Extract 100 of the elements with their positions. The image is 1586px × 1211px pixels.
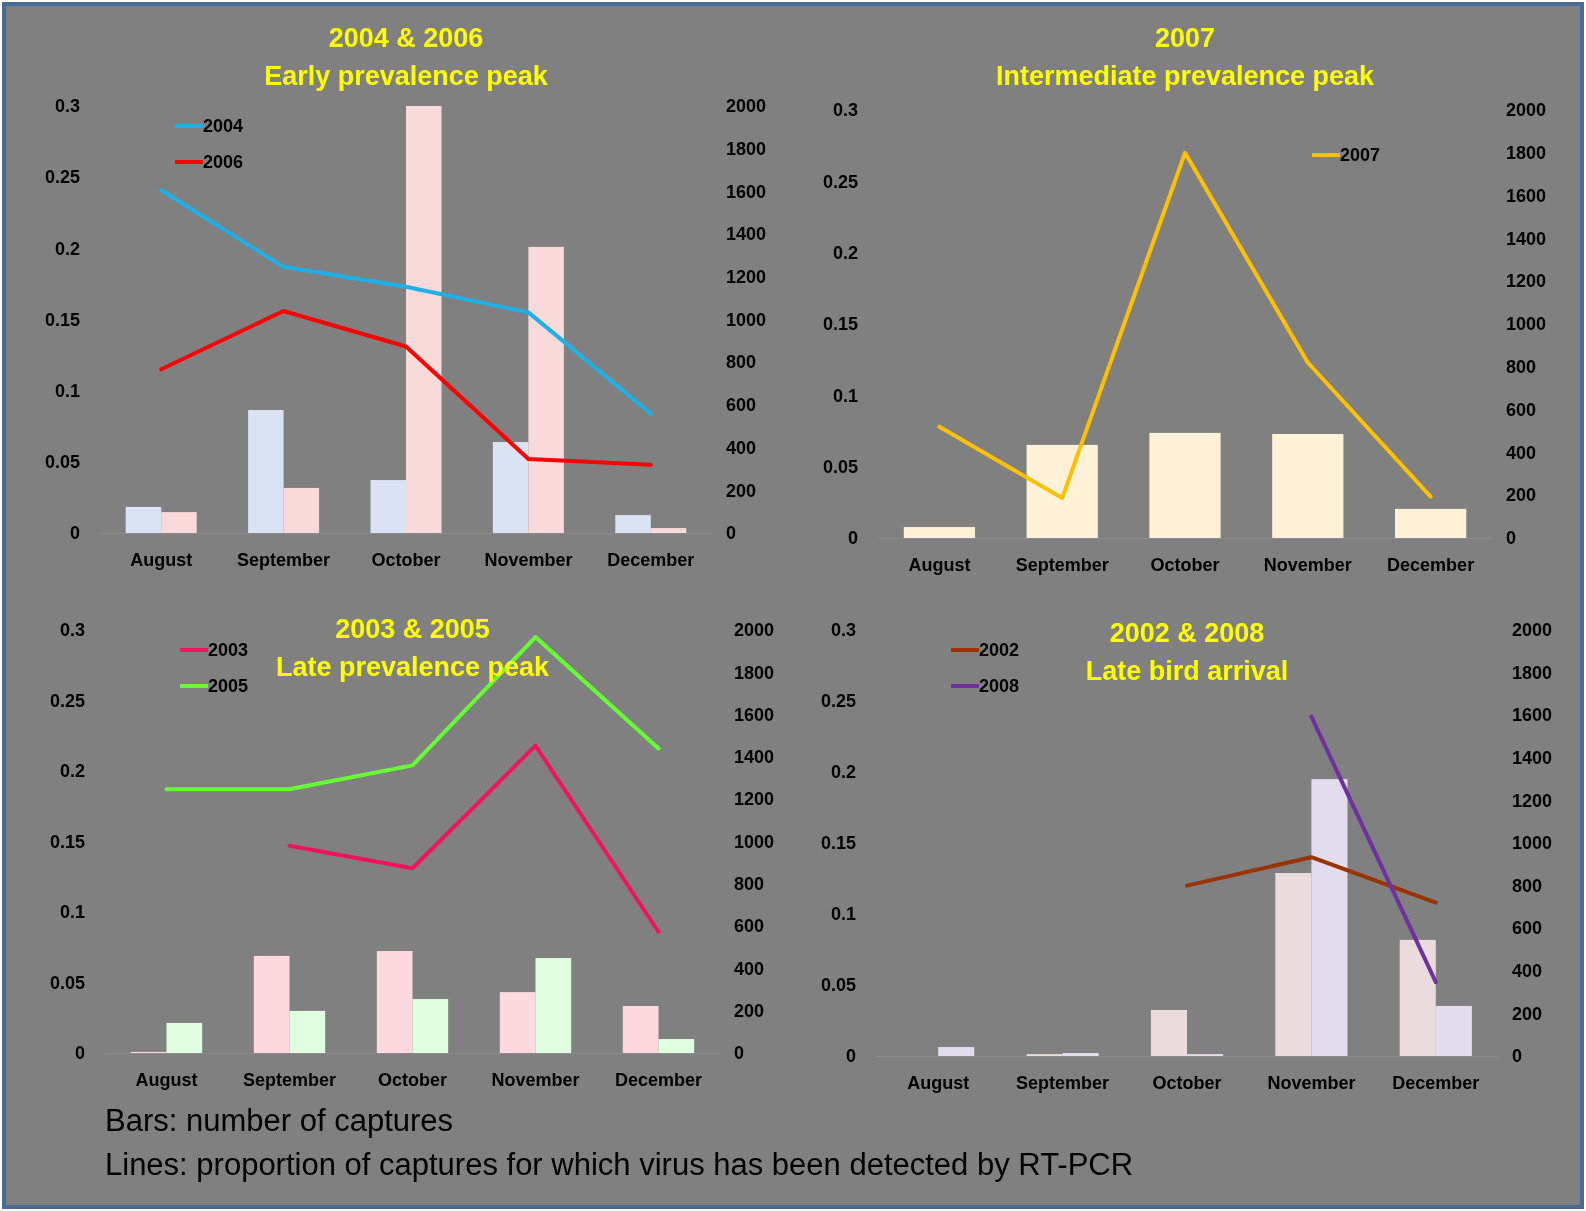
y-tick-label: 0.05: [820, 975, 856, 996]
bar: [1149, 432, 1221, 538]
y2-tick-label: 1000: [1506, 314, 1547, 335]
bar: [658, 1039, 695, 1053]
y-tick-label: 0.2: [830, 762, 856, 783]
bar: [535, 958, 572, 1053]
y2-tick-label: 400: [1512, 961, 1543, 982]
y2-tick-label: 1000: [726, 309, 767, 330]
x-tick-label: November: [1263, 554, 1352, 575]
y2-tick-label: 2000: [1506, 100, 1547, 121]
y-tick-label: 0.25: [822, 171, 858, 192]
bar: [248, 410, 284, 533]
y-tick-label: 0.3: [830, 620, 856, 641]
y2-tick-label: 600: [1506, 399, 1537, 420]
y-tick-label: 0.2: [54, 238, 80, 259]
y-tick-label: 0.05: [49, 972, 85, 993]
x-tick-label: August: [130, 549, 193, 570]
y2-tick-label: 800: [1506, 357, 1537, 378]
chart-subtitle: Early prevalence peak: [264, 61, 549, 91]
x-tick-label: October: [377, 1069, 448, 1090]
legend-label: 2006: [203, 152, 244, 172]
y2-tick-label: 0: [1512, 1046, 1523, 1067]
bar: [615, 515, 651, 533]
bar: [1062, 1053, 1099, 1056]
y2-tick-label: 2000: [1512, 620, 1553, 641]
y-tick-label: 0.2: [832, 242, 858, 263]
x-tick-label: November: [491, 1069, 580, 1090]
y-tick-label: 0.15: [822, 314, 858, 335]
bar: [412, 999, 449, 1053]
y2-tick-label: 1600: [734, 704, 775, 725]
chart-title: 2003 & 2005: [335, 614, 490, 644]
x-tick-label: December: [614, 1069, 703, 1090]
y2-tick-label: 800: [734, 874, 765, 895]
bar: [1311, 779, 1348, 1056]
y2-tick-label: 0: [1506, 528, 1517, 549]
y2-tick-label: 1600: [1506, 185, 1547, 206]
y-tick-label: 0: [69, 523, 80, 544]
legend-label: 2007: [1340, 145, 1381, 165]
x-tick-label: August: [907, 1072, 970, 1093]
y2-tick-label: 1800: [726, 138, 767, 159]
y2-tick-label: 2000: [726, 96, 767, 117]
y2-tick-label: 1000: [1512, 833, 1553, 854]
y-tick-label: 0.2: [59, 761, 85, 782]
text: Late bird arrival: [1085, 656, 1289, 686]
line-series: [159, 187, 653, 416]
y2-tick-label: 1400: [726, 224, 767, 245]
y2-tick-label: 600: [726, 395, 757, 416]
legend-label: 2003: [208, 640, 249, 660]
y2-tick-label: 2000: [734, 620, 775, 641]
y2-tick-label: 1600: [726, 181, 767, 202]
bar: [1435, 1005, 1472, 1057]
y2-tick-label: 600: [1512, 918, 1543, 939]
chart-title: 2004 & 2006: [328, 23, 484, 53]
y2-tick-label: 1400: [1512, 748, 1553, 769]
x-tick-label: October: [1152, 1072, 1222, 1093]
x-tick-label: December: [607, 549, 695, 570]
line-series: [159, 308, 653, 467]
y-tick-label: 0.25: [44, 167, 80, 188]
y2-tick-label: 1400: [734, 747, 775, 768]
legend-label: 2002: [979, 640, 1020, 660]
y2-tick-label: 600: [734, 916, 765, 937]
y2-tick-label: 1800: [1512, 662, 1553, 683]
chart-subtitle: Intermediate prevalence peak: [995, 61, 1376, 91]
y-tick-label: 0.05: [822, 456, 858, 477]
bar: [161, 512, 197, 533]
x-tick-label: September: [242, 1069, 337, 1090]
line-series: [937, 150, 1433, 501]
y-tick-label: 0: [845, 1046, 856, 1067]
x-tick-label: October: [1150, 554, 1220, 575]
bar: [903, 527, 976, 538]
y2-tick-label: 1800: [1506, 143, 1547, 164]
y-tick-label: 0.25: [820, 691, 856, 712]
y-tick-label: 0.15: [820, 833, 856, 854]
bar: [253, 955, 290, 1053]
bar: [650, 528, 687, 533]
bar: [492, 442, 529, 533]
y2-tick-label: 1600: [1512, 705, 1553, 726]
line-series: [287, 743, 661, 934]
y2-tick-label: 1800: [734, 662, 775, 683]
y2-tick-label: 400: [726, 437, 757, 458]
bar: [289, 1010, 326, 1053]
y2-tick-label: 1400: [1506, 228, 1547, 249]
bar: [376, 951, 413, 1053]
bar: [499, 992, 536, 1053]
x-tick-label: August: [908, 554, 971, 575]
x-tick-label: November: [484, 549, 573, 570]
y-tick-label: 0.3: [59, 620, 85, 641]
y2-tick-label: 200: [1506, 485, 1537, 506]
y2-tick-label: 400: [734, 958, 765, 979]
y2-tick-label: 400: [1506, 442, 1537, 463]
y2-tick-label: 1200: [1506, 271, 1547, 292]
x-tick-label: October: [371, 549, 441, 570]
bar: [1399, 939, 1436, 1056]
legend-label: 2005: [208, 676, 249, 696]
y-tick-label: 0.05: [44, 452, 80, 473]
bar: [370, 480, 406, 533]
y2-tick-label: 1000: [734, 831, 775, 852]
y2-tick-label: 200: [734, 1000, 765, 1021]
bar: [283, 487, 320, 533]
chart-title: 2007: [1154, 23, 1216, 53]
